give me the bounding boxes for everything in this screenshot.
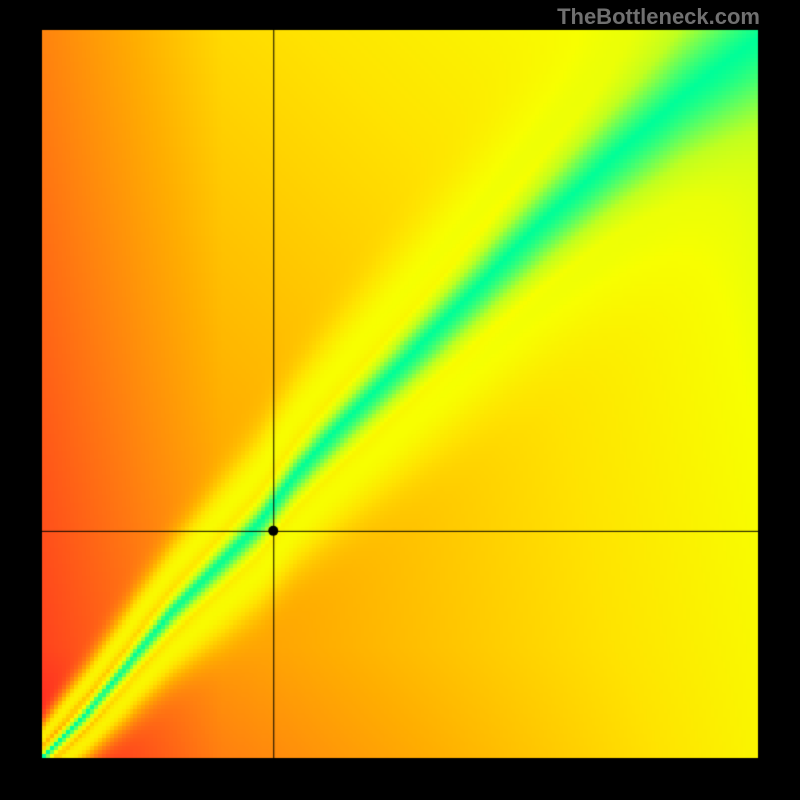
chart-container: TheBottleneck.com [0,0,800,800]
watermark-text: TheBottleneck.com [557,4,760,30]
heatmap-canvas [0,0,800,800]
